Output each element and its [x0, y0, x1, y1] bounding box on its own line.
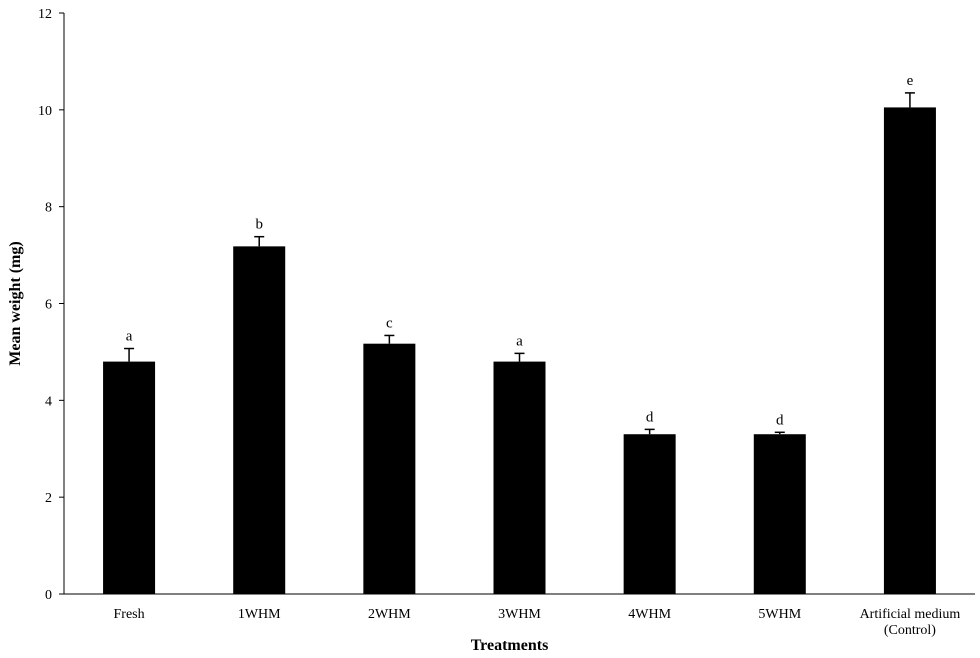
y-axis-title: Mean weight (mg) — [7, 241, 24, 365]
bar — [103, 361, 156, 594]
error-bar — [124, 347, 135, 362]
error-bars-group — [124, 92, 915, 435]
significance-letters-group: a b c a d d e — [126, 73, 914, 428]
x-tick-label: 4WHM — [628, 607, 671, 622]
bars-group — [103, 107, 936, 594]
y-tick-label: 4 — [45, 394, 52, 409]
significance-letter: e — [907, 73, 914, 89]
bar — [753, 434, 806, 594]
bar — [883, 107, 936, 594]
error-bar — [514, 352, 525, 362]
x-tick-label: Fresh — [114, 607, 145, 622]
significance-letter: b — [255, 217, 263, 233]
significance-letter: d — [776, 412, 784, 428]
bar — [363, 343, 416, 594]
significance-letter: d — [646, 409, 654, 425]
error-bar — [774, 431, 785, 435]
bar — [493, 361, 546, 594]
y-tick-label: 12 — [38, 7, 52, 22]
significance-letter: c — [386, 315, 393, 331]
y-tick-label: 10 — [38, 104, 52, 119]
significance-letter: a — [126, 329, 133, 345]
x-tick-label: 1WHM — [238, 607, 281, 622]
x-tick-label: 3WHM — [498, 607, 541, 622]
x-tick-label: 5WHM — [758, 607, 801, 622]
error-bar — [384, 334, 395, 344]
y-tick-label: 8 — [45, 201, 52, 216]
x-axis-category-labels: Fresh 1WHM 2WHM 3WHM 4WHM 5WHM Artificial medi… — [114, 607, 961, 638]
significance-letter: a — [516, 333, 523, 349]
y-tick-label: 0 — [45, 588, 52, 603]
x-axis-title: Treatments — [471, 637, 549, 654]
x-tick-label: Artificial medium (Control) — [860, 607, 961, 638]
y-axis-ticks: 0 2 4 6 8 10 12 — [38, 7, 64, 603]
bar — [623, 434, 676, 594]
x-tick-label: 2WHM — [368, 607, 411, 622]
error-bar — [904, 92, 915, 108]
y-tick-label: 6 — [45, 298, 52, 313]
error-bar — [644, 428, 655, 435]
error-bar — [254, 235, 265, 247]
y-tick-label: 2 — [45, 491, 52, 506]
bar — [233, 246, 286, 594]
